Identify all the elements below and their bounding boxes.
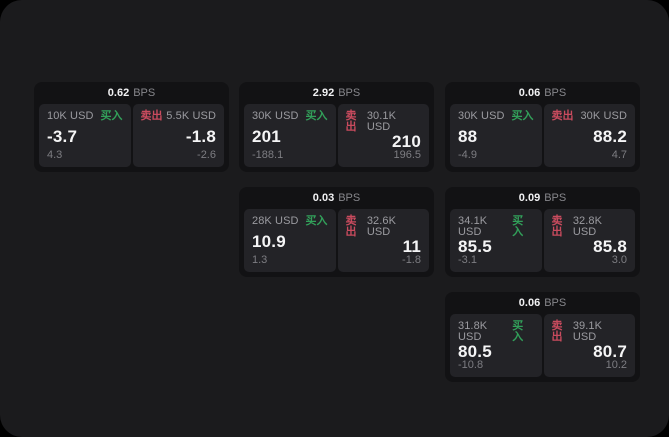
buy-price: 201 (252, 126, 281, 146)
quote-card: 0.09 BPS 34.1K USD 买入 85.5 -3.1 卖出 32.8K… (445, 187, 640, 277)
buy-price: 80.5 (458, 342, 492, 361)
sell-price: 88.2 (593, 126, 627, 146)
sell-label: 卖出 (345, 215, 357, 238)
bps-unit-label: BPS (338, 86, 361, 99)
bps-value: 0.06 (518, 296, 541, 309)
buy-amount: 10K USD (47, 110, 94, 122)
quote-card: 0.62 BPS 10K USD 买入 -3.7 4.3 卖出 5.5K USD… (34, 82, 229, 172)
sell-amount: 32.6K USD (366, 215, 397, 238)
buy-quote-tile[interactable]: 34.1K USD 买入 85.5 -3.1 (450, 209, 542, 272)
buy-quote-tile[interactable]: 31.8K USD 买入 80.5 -10.8 (450, 314, 542, 377)
sell-quote-tile[interactable]: 卖出 5.5K USD -1.8 -2.6 (132, 104, 224, 167)
buy-price: -3.7 (47, 126, 78, 146)
sell-label: 卖出 (551, 320, 563, 343)
buy-amount: 30K USD (458, 110, 505, 122)
buy-label: 买入 (511, 110, 534, 122)
buy-delta: -4.9 (458, 149, 477, 161)
buy-quote-tile[interactable]: 30K USD 买入 201 -188.1 (244, 104, 336, 167)
buy-quote-tile[interactable]: 30K USD 买入 88 -4.9 (450, 104, 542, 167)
bps-header: 0.62 BPS (39, 82, 224, 104)
sell-label: 卖出 (140, 110, 163, 122)
sell-price: 210 (392, 132, 421, 151)
quote-card: 0.03 BPS 28K USD 买入 10.9 1.3 卖出 32.6K US… (239, 187, 434, 277)
sell-amount: 39.1K USD (572, 320, 603, 343)
bps-value: 0.09 (518, 191, 541, 204)
sell-amount: 32.8K USD (572, 215, 603, 238)
sell-quote-tile[interactable]: 卖出 30K USD 88.2 4.7 (543, 104, 635, 167)
buy-amount: 31.8K USD (458, 320, 488, 343)
buy-delta: 4.3 (47, 149, 63, 161)
bps-header: 0.06 BPS (450, 292, 635, 314)
sell-price: 80.7 (593, 342, 627, 361)
buy-label: 买入 (305, 215, 328, 227)
quote-card: 2.92 BPS 30K USD 买入 201 -188.1 卖出 30.1K … (239, 82, 434, 172)
sell-label: 卖出 (551, 110, 574, 122)
buy-price: 88 (458, 126, 478, 146)
buy-amount: 28K USD (252, 215, 299, 227)
buy-delta: -3.1 (458, 254, 477, 266)
sell-quote-tile[interactable]: 卖出 39.1K USD 80.7 10.2 (543, 314, 635, 377)
sell-delta: 3.0 (611, 254, 627, 266)
bps-header: 0.06 BPS (450, 82, 635, 104)
bps-value: 0.06 (518, 86, 541, 99)
buy-price: 85.5 (458, 237, 492, 256)
sell-quote-tile[interactable]: 卖出 32.8K USD 85.8 3.0 (543, 209, 635, 272)
bps-header: 0.09 BPS (450, 187, 635, 209)
buy-amount: 34.1K USD (458, 215, 488, 238)
quote-card: 0.06 BPS 31.8K USD 买入 80.5 -10.8 卖出 39.1… (445, 292, 640, 382)
bps-unit-label: BPS (544, 296, 567, 309)
sell-label: 卖出 (345, 110, 357, 133)
quote-card: 0.06 BPS 30K USD 买入 88 -4.9 卖出 30K USD 8… (445, 82, 640, 172)
sell-price: 85.8 (593, 237, 627, 256)
buy-label: 买入 (100, 110, 123, 122)
sell-price: 11 (402, 237, 421, 256)
buy-label: 买入 (512, 215, 524, 238)
sell-label: 卖出 (551, 215, 563, 238)
sell-amount: 30.1K USD (366, 110, 397, 133)
bps-value: 0.62 (107, 86, 130, 99)
sell-delta: -1.8 (402, 254, 421, 266)
bps-unit-label: BPS (338, 191, 361, 204)
buy-delta: 1.3 (252, 254, 268, 266)
bps-value: 0.03 (312, 191, 335, 204)
buy-label: 买入 (305, 110, 328, 122)
bps-unit-label: BPS (544, 86, 567, 99)
buy-delta: -188.1 (252, 149, 284, 161)
bps-unit-label: BPS (133, 86, 156, 99)
buy-quote-tile[interactable]: 10K USD 买入 -3.7 4.3 (39, 104, 131, 167)
bps-header: 0.03 BPS (244, 187, 429, 209)
buy-price: 10.9 (252, 231, 286, 251)
bps-header: 2.92 BPS (244, 82, 429, 104)
sell-delta: 4.7 (611, 149, 627, 161)
sell-quote-tile[interactable]: 卖出 30.1K USD 210 196.5 (337, 104, 429, 167)
buy-delta: -10.8 (458, 359, 484, 371)
buy-quote-tile[interactable]: 28K USD 买入 10.9 1.3 (244, 209, 336, 272)
buy-label: 买入 (512, 320, 524, 343)
bps-value: 2.92 (312, 86, 335, 99)
sell-amount: 5.5K USD (166, 110, 216, 122)
sell-amount: 30K USD (580, 110, 627, 122)
sell-quote-tile[interactable]: 卖出 32.6K USD 11 -1.8 (337, 209, 429, 272)
bps-unit-label: BPS (544, 191, 567, 204)
sell-delta: 10.2 (605, 359, 627, 371)
buy-amount: 30K USD (252, 110, 299, 122)
sell-delta: 196.5 (393, 149, 421, 161)
sell-delta: -2.6 (197, 149, 216, 161)
sell-price: -1.8 (185, 126, 216, 146)
